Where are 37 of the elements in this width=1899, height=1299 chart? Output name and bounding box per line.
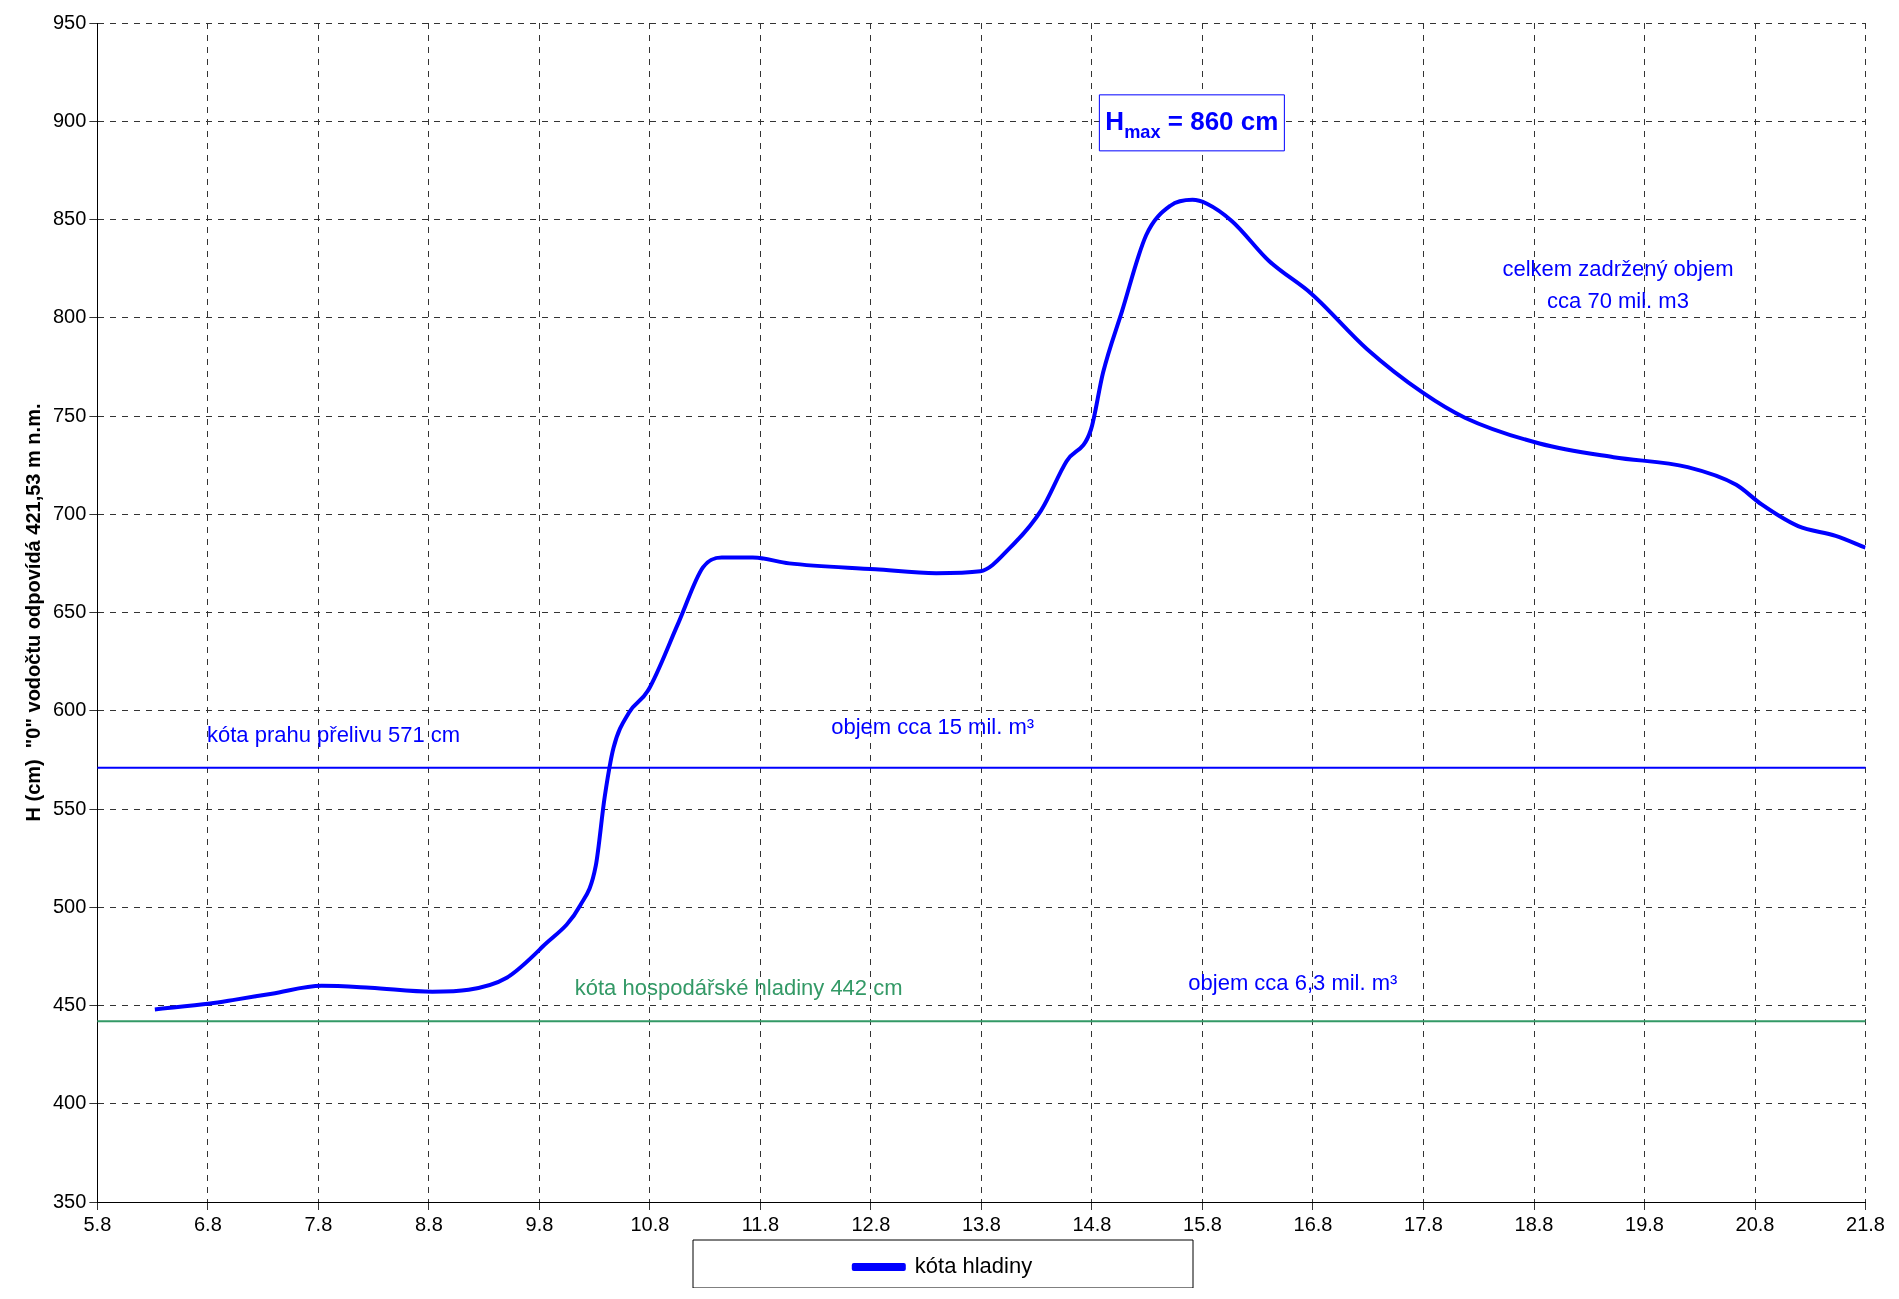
legend-label: kóta hladiny: [914, 1253, 1033, 1279]
annotation: objem cca 15 mil. m³: [831, 713, 1035, 739]
ref-line-label: kóta prahu přelivu 571 cm: [207, 721, 461, 747]
y-tick-label: 450: [52, 993, 87, 1016]
y-axis-title: H (cm) "0" vodočtu odpovídá 421,53 m n.m.: [21, 403, 44, 822]
x-tick-label: 21.8: [1846, 1212, 1886, 1235]
x-tick-label: 11.8: [741, 1212, 780, 1235]
x-tick-label: 17.8: [1404, 1212, 1443, 1235]
x-tick-label: 13.8: [961, 1212, 1001, 1235]
y-tick-label: 400: [52, 1091, 87, 1114]
x-tick-label: 9.8: [525, 1212, 554, 1235]
y-tick-label: 800: [52, 305, 87, 328]
ref-line-label: kóta hospodářské hladiny 442 cm: [574, 975, 903, 1001]
x-tick-label: 18.8: [1514, 1212, 1554, 1235]
y-tick-label: 500: [52, 894, 87, 917]
y-tick-label: 650: [52, 600, 87, 623]
x-tick-label: 8.8: [414, 1212, 443, 1235]
y-tick-label: 350: [52, 1189, 87, 1212]
x-tick-label: 10.8: [630, 1212, 670, 1235]
x-tick-label: 20.8: [1735, 1212, 1775, 1235]
y-tick-label: 700: [52, 501, 87, 524]
annotation: objem cca 6,3 mil. m³: [1188, 969, 1398, 995]
x-tick-label: 5.8: [83, 1212, 112, 1235]
y-tick-label: 750: [52, 403, 87, 426]
y-tick-label: 950: [52, 10, 87, 33]
y-tick-label: 550: [52, 796, 87, 819]
x-tick-label: 15.8: [1183, 1212, 1222, 1235]
x-tick-label: 7.8: [304, 1212, 333, 1235]
x-tick-label: 6.8: [193, 1212, 222, 1235]
x-tick-label: 16.8: [1293, 1212, 1333, 1235]
x-tick-label: 14.8: [1072, 1212, 1112, 1235]
y-tick-label: 900: [52, 108, 87, 131]
x-tick-label: 12.8: [851, 1212, 891, 1235]
y-tick-label: 600: [52, 698, 87, 721]
annotation: celkem zadržený objem cca 70 mil. m3: [1502, 256, 1734, 314]
x-tick-label: 19.8: [1625, 1212, 1664, 1235]
y-tick-label: 850: [52, 207, 87, 230]
